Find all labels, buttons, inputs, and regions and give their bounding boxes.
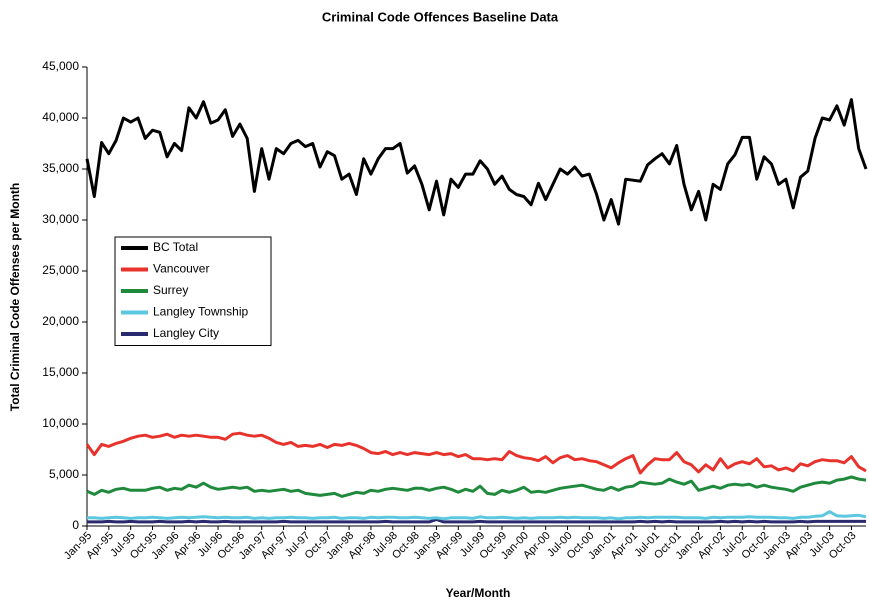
x-axis-title: Year/Month <box>446 586 511 600</box>
y-tick-label: 15,000 <box>42 365 79 379</box>
series-line <box>87 510 867 521</box>
series-line <box>87 517 866 524</box>
y-tick-label: 5,000 <box>49 467 79 481</box>
y-tick-label: 20,000 <box>42 314 79 328</box>
legend-label: Vancouver <box>153 262 209 276</box>
series-line <box>86 475 867 498</box>
y-tick-label: 45,000 <box>42 59 79 73</box>
legend-label: BC Total <box>153 240 198 254</box>
series-line <box>85 431 867 475</box>
legend-label: Langley Township <box>153 305 249 319</box>
y-tick-label: 10,000 <box>42 416 79 430</box>
legend-label: Surrey <box>153 283 188 297</box>
legend-label: Langley City <box>153 326 219 340</box>
y-tick-label: 0 <box>72 518 79 532</box>
y-tick-label: 35,000 <box>42 161 79 175</box>
series-line <box>85 98 868 226</box>
y-axis-title: Total Criminal Code Offenses per Month <box>8 183 22 411</box>
y-tick-label: 30,000 <box>42 212 79 226</box>
y-tick-label: 25,000 <box>42 263 79 277</box>
y-tick-label: 40,000 <box>42 110 79 124</box>
chart-title: Criminal Code Offences Baseline Data <box>322 9 559 24</box>
